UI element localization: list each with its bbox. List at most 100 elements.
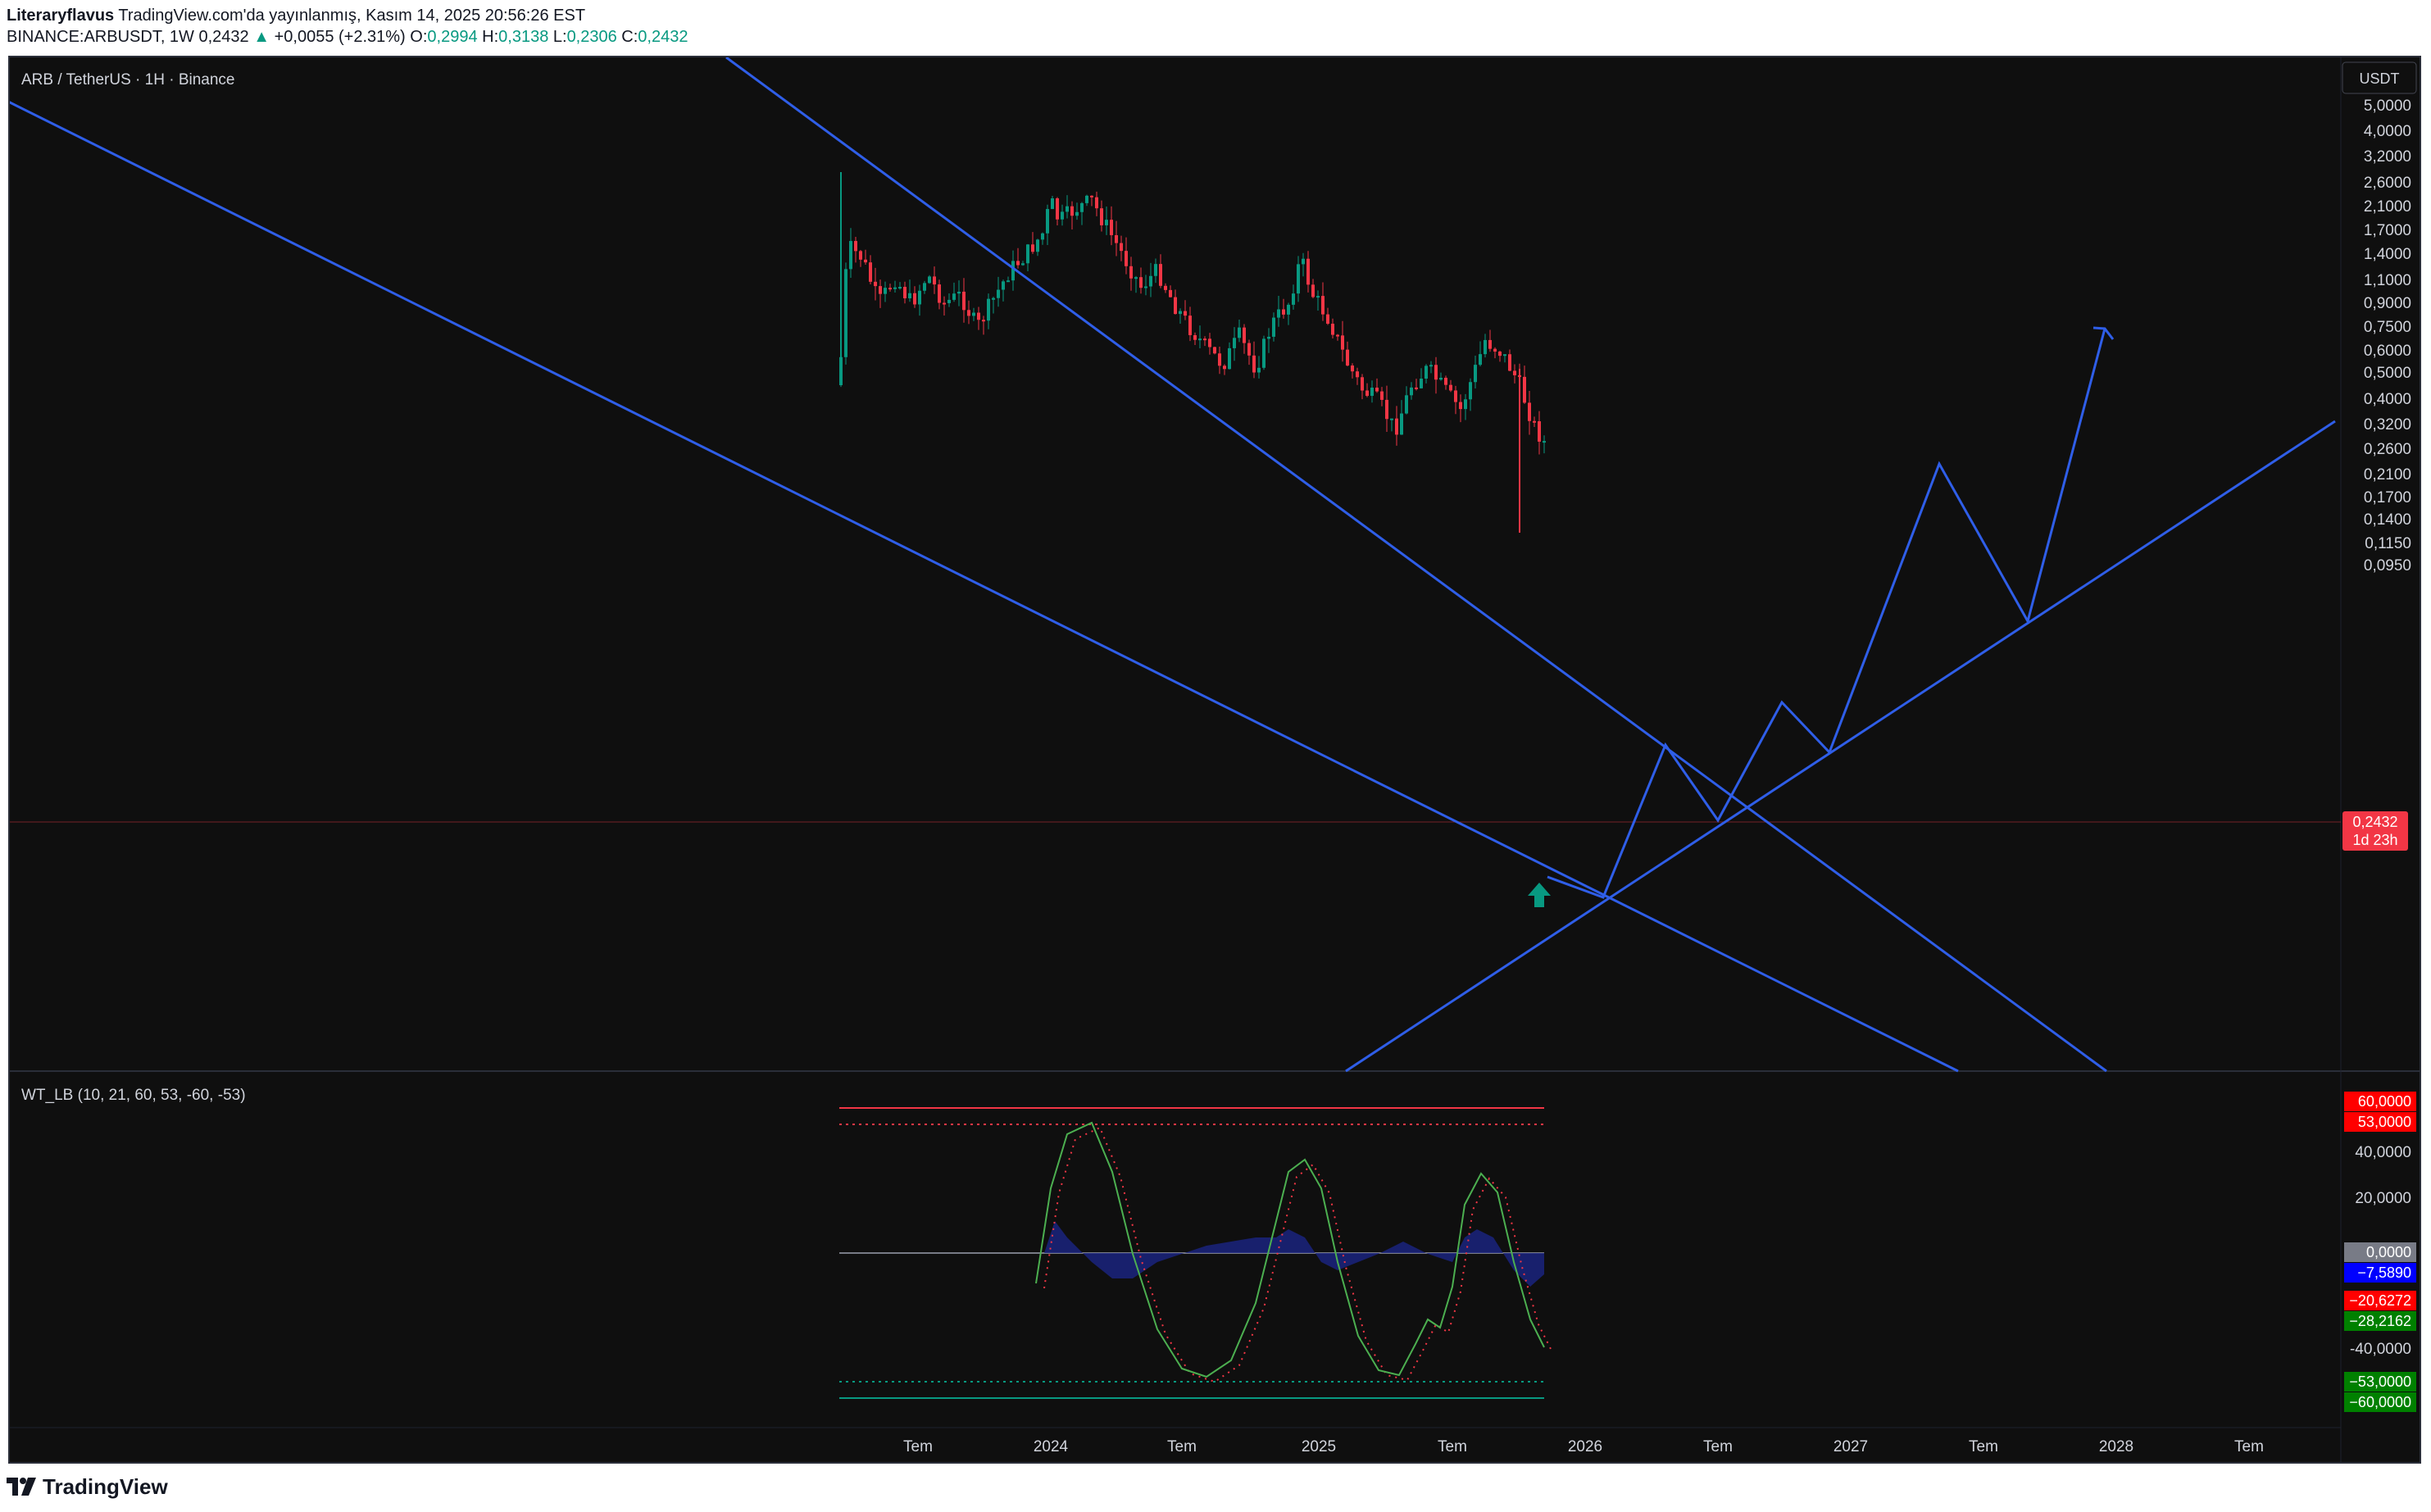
candle-body[interactable] [1046,209,1049,234]
candle-body[interactable] [1247,343,1251,356]
candle-body[interactable] [1493,348,1497,352]
candle-body[interactable] [1105,220,1108,225]
candle-body[interactable] [1110,220,1113,235]
candlestick-series[interactable] [839,172,1546,533]
candle-body[interactable] [923,283,926,291]
candle-body[interactable] [1223,366,1226,370]
candle-body[interactable] [1380,391,1384,400]
candle-body[interactable] [1405,395,1408,414]
candle-body[interactable] [1479,354,1482,366]
candle-body[interactable] [1287,304,1290,315]
candle-body[interactable] [1139,277,1143,288]
candle-body[interactable] [1085,195,1088,203]
candle-body[interactable] [1415,387,1418,389]
candle-body[interactable] [1356,371,1359,378]
candle-body[interactable] [1070,206,1074,216]
projection-arrowhead[interactable] [2092,326,2115,340]
candle-body[interactable] [1243,327,1246,343]
candle-body[interactable] [1036,239,1039,252]
candle-body[interactable] [933,276,936,285]
candle-body[interactable] [928,276,931,284]
candle-body[interactable] [1149,275,1152,287]
candle-body[interactable] [992,297,995,300]
candle-body[interactable] [1056,198,1059,220]
candle-body[interactable] [864,259,867,263]
candle-body[interactable] [859,251,862,260]
candle-body[interactable] [972,312,975,316]
candle-body[interactable] [1488,339,1492,349]
candle-body[interactable] [1188,316,1192,335]
candle-body[interactable] [1026,244,1029,264]
candle-body[interactable] [1095,197,1098,209]
candle-body[interactable] [1125,251,1128,266]
candle-body[interactable] [1400,413,1403,435]
candle-body[interactable] [938,284,941,303]
candle-body[interactable] [1331,324,1334,335]
candle-body[interactable] [1208,338,1211,347]
long-entry-arrow-icon[interactable] [1528,883,1551,907]
drawing-layer[interactable] [4,56,2336,1073]
candle-body[interactable] [1272,317,1275,337]
upper-wedge-trendline[interactable] [725,56,2107,1073]
candle-body[interactable] [1523,376,1526,403]
main-series-legend[interactable]: ARB / TetherUS · 1H · Binance [21,71,234,89]
candle-body[interactable] [898,287,902,289]
candle-body[interactable] [1238,327,1241,338]
candle-body[interactable] [893,287,897,289]
candle-body[interactable] [1061,211,1064,220]
candle-body[interactable] [1543,441,1546,443]
candle-body[interactable] [1375,388,1379,392]
candle-body[interactable] [888,288,892,290]
candle-body[interactable] [1100,208,1103,225]
candle-body[interactable] [1420,378,1423,388]
candle-body[interactable] [1306,258,1310,285]
candle-body[interactable] [1533,420,1536,423]
indicator-axis[interactable]: 40,0000 20,0000 -40,0000 [2350,1144,2411,1358]
candle-body[interactable] [1169,289,1172,297]
candle-body[interactable] [1297,264,1300,294]
candle-body[interactable] [874,281,877,287]
candle-body[interactable] [1134,277,1138,279]
candle-body[interactable] [1218,353,1221,366]
candle-body[interactable] [1120,243,1123,252]
candle-body[interactable] [977,312,980,320]
candle-body[interactable] [1203,338,1206,341]
candle-body[interactable] [918,290,921,305]
candle-body[interactable] [1464,399,1467,410]
currency-button-frame[interactable] [2342,61,2417,94]
candle-body[interactable] [1311,284,1315,297]
candle-body[interactable] [1410,387,1413,396]
candle-body[interactable] [884,288,887,294]
candle-body[interactable] [1267,336,1270,339]
candle-body[interactable] [1429,365,1433,367]
candle-body[interactable] [982,320,985,322]
candle-body[interactable] [1115,234,1118,243]
candle-body[interactable] [1021,263,1025,266]
candle-body[interactable] [1503,354,1506,356]
candle-body[interactable] [1484,339,1487,355]
candle-body[interactable] [1228,347,1231,370]
candle-body[interactable] [1213,347,1216,354]
candle-body[interactable] [1316,296,1320,298]
candle-body[interactable] [1395,418,1398,435]
candle-body[interactable] [967,310,970,316]
candle-body[interactable] [1282,309,1285,315]
candle-body[interactable] [869,262,872,282]
candle-body[interactable] [1006,280,1010,283]
tradingview-logo[interactable]: TradingView [7,1470,168,1503]
candle-body[interactable] [1090,195,1093,198]
candle-body[interactable] [1011,261,1015,281]
candle-body[interactable] [844,269,847,357]
candle-body[interactable] [1434,365,1438,380]
candle-body[interactable] [1080,202,1084,212]
wt-difference-area[interactable] [1044,1221,1544,1287]
candle-body[interactable] [1459,402,1462,410]
lower-wedge-trendline[interactable] [4,98,1959,1073]
candle-body[interactable] [1444,377,1447,385]
candle-body[interactable] [1184,311,1187,316]
candle-body[interactable] [1257,367,1261,373]
candle-body[interactable] [1425,366,1428,379]
price-axis[interactable]: 6,00005,00004,00003,20002,60002,10001,70… [2364,77,2411,574]
candle-body[interactable] [1164,285,1167,290]
candle-body[interactable] [1449,384,1452,391]
